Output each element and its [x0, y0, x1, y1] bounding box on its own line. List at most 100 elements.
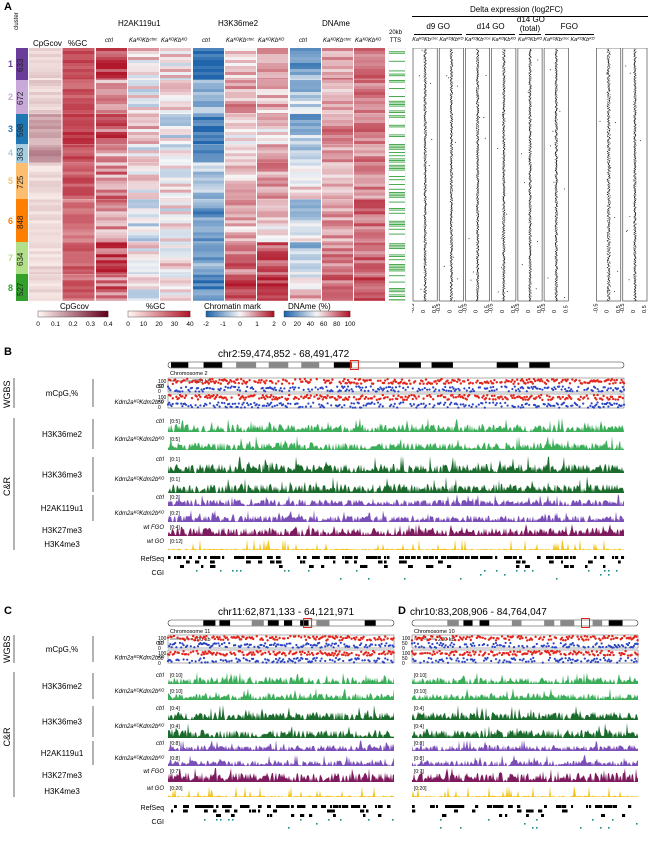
delta-expression-title: Delta expression (log2FC) — [470, 5, 563, 14]
delta-sub-2-0: KaᴷᴼKbᴷᴼ — [518, 37, 542, 43]
delta-tick-7-0: -0.5 — [594, 304, 600, 313]
delta-tick-8-2: 0.5 — [642, 305, 648, 313]
panel-c-range-3: [0:10] — [170, 689, 183, 695]
panel-c-track-8: [0:7] — [168, 768, 394, 782]
panel-b-track-3: [0:5] — [168, 436, 624, 450]
panel-b-track-2: [0:5] — [168, 418, 624, 432]
delta-tick-8-1: 0 — [631, 310, 637, 313]
panel-c-range-5: [0:4] — [170, 724, 180, 730]
delta-sub-3-1: KaᴷᴼKbᴷᴼ — [570, 37, 595, 43]
panel-c-range-9: [0:20] — [170, 786, 183, 792]
panel-d-track-6: [0:8] — [412, 740, 638, 751]
panel-b-sample-1: Kdm2aᴷᴼKdm2bᴷᴼ — [115, 399, 165, 406]
sub-header-sub-dname-0: ctrl — [299, 38, 307, 44]
delta-tick-1-0: -0.5 — [436, 304, 442, 313]
panel-c-sample-3: Kdm2aᴷᴼKdm2bᴷᴼ — [115, 688, 165, 695]
panel-d-track-1: 100 50 0 — [402, 649, 639, 667]
panel-b-track-9: [0:12] — [168, 539, 624, 550]
panel-d-locus: chr10:83,208,906 - 84,764,047 — [410, 607, 547, 618]
delta-tick-3-1: 0 — [500, 310, 506, 313]
panel-c-mark-5: H3K4me3 — [44, 787, 80, 796]
panel-d-range-9: [0:20] — [414, 786, 427, 792]
delta-panels: -0.5 0 0.5-0.5 0 0.5-0.5 0 0.5-0.5 0 0.5-0.5 0 0.5… — [412, 48, 648, 313]
panel-b-track-1: 100 50 0 — [158, 393, 626, 411]
delta-panel-8: -0.5 0 0.5 — [620, 48, 648, 313]
panel-b-sample-8: wt FGO — [143, 525, 164, 531]
panel-c-sample-5: Kdm2aᴷᴼKdm2bᴷᴼ — [115, 723, 165, 730]
heatmap — [29, 48, 387, 301]
panel-c-track-5: [0:4] — [168, 723, 394, 738]
panel-c-track-6: [0:8] — [168, 740, 394, 751]
cluster-segment-6: 6 848 — [6, 199, 28, 243]
panel-b-track-7: [0:2] — [168, 510, 624, 522]
sub-header-sub-h3k36-1: KaᴷᴼKbᶜᵗᵒᶜ — [226, 38, 255, 44]
col-header-cpgcov: CpGcov — [33, 39, 62, 48]
delta-tick-5-1: 0 — [552, 310, 558, 313]
panel-d-range-3: [0:10] — [414, 689, 427, 695]
panel-d-track-5: [0:4] — [412, 723, 638, 738]
panel-b-cgi-label: CGI — [152, 570, 165, 577]
delta-tick-7-1: 0 — [605, 310, 611, 313]
col-header-dname: DNAme — [322, 19, 351, 28]
panel-b-mark-4: H3K27me3 — [42, 526, 83, 535]
panel-b-sample-9: wt GO — [147, 539, 164, 545]
sub-header-sub-dname-2: KaᴷᴼKbᴷᴼ — [355, 38, 382, 44]
panel-b-wgbs-label: WGBS — [2, 380, 12, 408]
sub-header-sub-h2a-0: ctrl — [105, 38, 113, 44]
cluster-size-7: 634 — [16, 252, 25, 267]
cluster-size-8: 527 — [16, 282, 25, 296]
panel-c-cgi-track — [204, 819, 394, 829]
delta-tick-1-1: 0 — [447, 310, 453, 313]
panel-c-letter: C — [4, 605, 12, 617]
delta-panel-5: -0.5 0 0.5 — [541, 48, 569, 313]
cluster-id-5: 5 — [7, 175, 13, 186]
cluster-size-3: 598 — [16, 123, 25, 138]
panel-d-refseq-track — [412, 805, 632, 817]
delta-sub-1-1: KaᴷᴼKbᴷᴼ — [491, 37, 516, 43]
panel-b-mark-5: H3K4me3 — [44, 540, 80, 549]
sub-header-sub-h3k36-0: ctrl — [202, 38, 210, 44]
panel-c-range-1: 100 50 0 — [158, 651, 167, 667]
cluster-id-3: 3 — [7, 124, 13, 135]
delta-sub-0-0: KaᴷᴼKbᶜᵗᵒᶜ — [412, 37, 439, 43]
tts-track — [388, 48, 406, 301]
delta-sub-0-1: KaᴷᴼKbᴷᴼ — [439, 37, 464, 43]
delta-tick-1-2: 0.5 — [458, 305, 464, 313]
panel-c-range-0: 100 50 0 — [158, 636, 167, 652]
panel-d-cgi-track — [440, 819, 638, 829]
panel-b-track-6: [0:2] — [168, 494, 624, 506]
delta-tick-3-0: -0.5 — [489, 304, 495, 313]
legend-gc: %GC0 10 20 30 40 — [126, 302, 194, 328]
panel-c-refseq-label: RefSeq — [141, 805, 164, 812]
panel-d-track-3: [0:10] — [412, 688, 638, 700]
panel-c-sample-7: Kdm2aᴷᴼKdm2bᴷᴼ — [115, 755, 165, 762]
panel-c-sample-1: Kdm2aᴷᴼKdm2bᴷᴼ — [115, 655, 165, 662]
panel-c-labels: WGBS C&R mCpG,% H3K36me2 H3K36me3 H2AK119u1 H3… — [2, 635, 165, 826]
cluster-size-6: 848 — [16, 215, 25, 229]
cluster-segment-4: 4 363 — [6, 144, 28, 163]
panel-d-track-0: 100 50 0 — [402, 634, 639, 652]
cluster-segment-2: 2 672 — [6, 80, 28, 115]
panel-b-chrom-label: Chromosome 2 — [170, 371, 208, 377]
panel-c-wgbs-label: WGBS — [2, 635, 12, 663]
h3k36-subheaders: ctrl KaᴷᴼKbᶜᵗᵒᶜ KaᴷᴼKbᴷᴼ — [193, 38, 289, 47]
delta-sub-3-0: KaᴷᴼKbᶜᵗᵒᶜ — [543, 37, 570, 43]
panel-d-letter: D — [398, 605, 406, 617]
panel-d-chrom-label: Chromosome 10 — [414, 629, 455, 635]
panel-b-cr-label: C&R — [2, 476, 12, 496]
panel-b-sample-4: ctrl — [156, 457, 165, 463]
cluster-segment-1: 1 633 — [6, 48, 28, 81]
panel-cd-tracks: WGBS C&R mCpG,% H3K36me2 H3K36me3 H2AK119u1 H3… — [2, 618, 639, 829]
delta-group-3: FGO — [560, 22, 578, 31]
panel-d-browser: Chromosome 10200 kb100500100500[0:10][0:… — [402, 618, 639, 829]
panel-d-range-7: [0:8] — [414, 756, 424, 762]
cluster-axis-title: cluster — [14, 12, 20, 30]
cluster-id-2: 2 — [7, 92, 13, 103]
cluster-segment-3: 3 598 — [6, 114, 28, 145]
delta-group-2: d14 GO (total) — [516, 15, 545, 33]
legend-dname: DNAme (%)0 20 40 60 80 100 — [282, 302, 356, 328]
delta-tick-2-2: 0.5 — [485, 305, 491, 313]
panel-b-range-9: [0:12] — [170, 539, 183, 545]
